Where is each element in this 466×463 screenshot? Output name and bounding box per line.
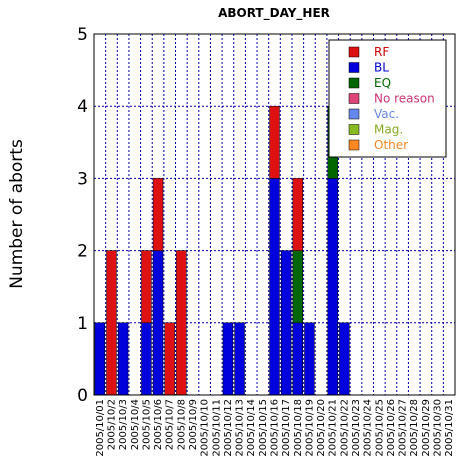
x-tick-label: 2005/10/5	[141, 399, 152, 450]
x-tick-label: 2005/10/01	[95, 399, 106, 457]
bar-bl-2005/10/21	[327, 178, 338, 396]
bar-bl-2005/10/06	[152, 250, 164, 396]
y-tick-labels: 0 1 2 3 4 5	[77, 25, 88, 406]
legend-box	[328, 39, 447, 158]
legend-label-mag-: Mag.	[374, 123, 403, 137]
y-tick-label: 1	[77, 314, 88, 334]
x-tick-label: 2005/10/18	[293, 399, 304, 457]
bar-bl-2005/10/12	[222, 322, 234, 396]
x-tick-label: 2005/10/3	[118, 399, 129, 450]
x-tick-label: 2005/10/15	[258, 399, 269, 457]
y-tick-label: 2	[77, 242, 88, 262]
bar-rf-2005/10/02	[106, 250, 117, 396]
legend-label-other: Other	[374, 138, 408, 152]
x-tick-label: 2005/10/12	[223, 399, 234, 457]
bar-rf-2005/10/18	[292, 178, 303, 251]
bar-bl-2005/10/18	[292, 322, 303, 396]
bar-bl-2005/10/05	[141, 322, 152, 396]
x-tick-label: 2005/10/4	[130, 399, 141, 450]
x-tick-label: 2005/10/30	[433, 399, 444, 457]
legend-label-eq: EQ	[374, 76, 391, 90]
plot-frame	[93, 33, 456, 396]
legend-swatch-other	[348, 139, 360, 151]
legend-label-no-reason: No reason	[374, 92, 435, 106]
legend-swatch-eq	[348, 77, 360, 89]
x-tick-label: 2005/10/26	[386, 399, 397, 457]
x-tick-label: 2005/10/2	[106, 399, 117, 450]
x-tick-label: 2005/10/16	[270, 399, 281, 457]
x-tick-label: 2005/10/27	[398, 399, 409, 457]
bar-rf-2005/10/05	[141, 250, 152, 324]
x-tick-label: 2005/10/23	[351, 399, 362, 457]
bar-eq-2005/10/18	[292, 250, 303, 324]
x-tick-label: 2005/10/13	[235, 399, 246, 457]
x-tick-label: 2005/10/9	[188, 399, 199, 450]
bar-bl-2005/10/17	[280, 250, 292, 396]
bar-bl-2005/10/19	[304, 322, 315, 396]
x-tick-labels: 2005/10/01 2005/10/2 2005/10/3 2005/10/4 200…	[95, 399, 455, 457]
x-tick-label: 2005/10/28	[409, 399, 420, 457]
legend-swatch-rf	[348, 46, 360, 58]
x-tick-label: 2005/10/31	[444, 399, 455, 457]
bar-rf-2005/10/06	[152, 178, 164, 251]
x-tick-label: 2005/10/29	[421, 399, 432, 457]
x-tick-label: 2005/10/19	[304, 399, 315, 457]
x-tick-label: 2005/10/10	[200, 399, 211, 457]
x-tick-label: 2005/10/24	[363, 399, 374, 457]
y-tick-label: 3	[77, 169, 88, 189]
y-tick-label: 5	[77, 25, 88, 45]
gridlines	[94, 34, 455, 395]
x-tick-label: 2005/10/8	[176, 399, 187, 450]
bar-bl-2005/10/22	[339, 322, 350, 396]
y-tick-label: 0	[77, 386, 88, 406]
legend-swatch-mag-	[348, 124, 360, 135]
y-tick-label: 4	[77, 97, 88, 117]
bar-bl-2005/10/03	[117, 322, 129, 396]
x-tick-label: 2005/10/21	[328, 399, 339, 457]
x-tick-label: 2005/10/17	[281, 399, 292, 457]
x-tick-label: 2005/10/14	[246, 399, 257, 457]
bar-rf-2005/10/16	[269, 105, 280, 179]
legend-swatch-vac-	[348, 108, 360, 120]
x-tick-label: 2005/10/11	[211, 399, 222, 457]
x-tick-label: 2005/10/20	[316, 399, 327, 457]
x-tick-label: 2005/10/7	[165, 399, 176, 450]
bar-rf-2005/10/07	[164, 322, 175, 396]
legend-swatch-no-reason	[348, 93, 360, 104]
y-axis-label: Number of aborts	[7, 139, 27, 289]
x-tick-label: 2005/10/6	[153, 399, 164, 450]
bar-bl-2005/10/01	[94, 322, 106, 396]
chart-title: ABORT_DAY_HER	[218, 6, 330, 21]
legend-swatch-bl	[348, 62, 360, 73]
legend-label-rf: RF	[374, 45, 389, 59]
bar-rf-2005/10/08	[176, 250, 187, 396]
x-tick-label: 2005/10/25	[374, 399, 385, 457]
x-tick-label: 2005/10/22	[339, 399, 350, 457]
bar-bl-2005/10/13	[234, 322, 245, 396]
bars	[94, 105, 350, 396]
bar-bl-2005/10/16	[269, 178, 280, 396]
legend-label-vac-: Vac.	[374, 107, 399, 121]
legend-label-bl: BL	[374, 61, 389, 75]
